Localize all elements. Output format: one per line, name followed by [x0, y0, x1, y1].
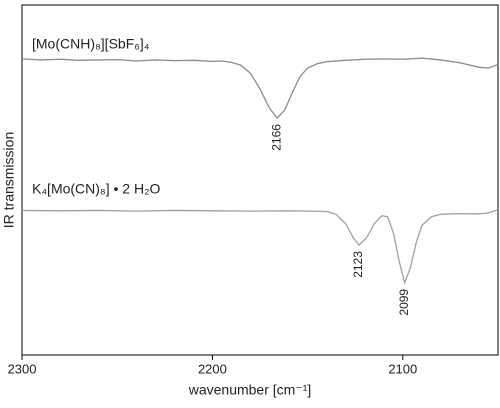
x-tick-label: 2300 — [8, 361, 37, 376]
peak-label: 2099 — [397, 289, 411, 316]
y-axis-label: IR transmission — [1, 132, 17, 228]
peak-label: 2166 — [269, 124, 283, 151]
x-tick-label: 2100 — [388, 361, 417, 376]
spectrum-line — [21, 57, 499, 120]
series-label: [Mo(CNH)₈][SbF₆]₄ — [32, 36, 150, 52]
spectrum-line — [21, 209, 499, 286]
x-axis-label: wavenumber [cm⁻¹] — [188, 382, 312, 398]
x-tick-label: 2200 — [198, 361, 227, 376]
peak-label: 2123 — [351, 251, 365, 278]
plot-frame — [21, 4, 499, 356]
series-label: K₄[Mo(CN)₈] • 2 H₂O — [32, 181, 161, 197]
